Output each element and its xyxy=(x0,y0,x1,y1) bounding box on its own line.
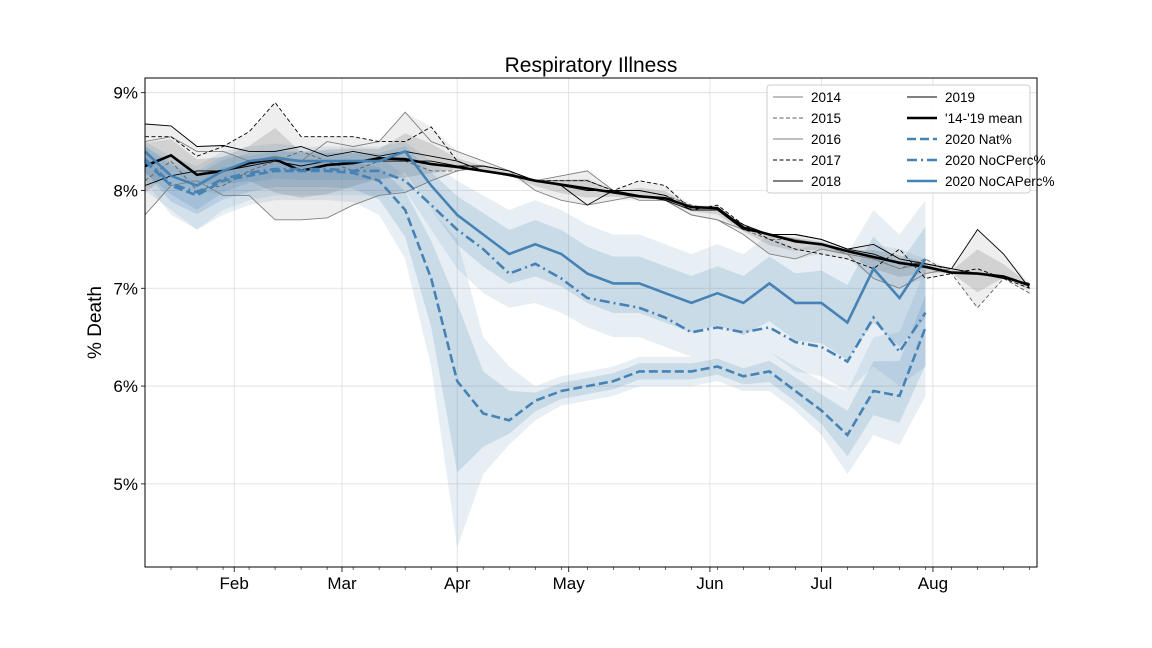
covid-inner-band xyxy=(145,145,926,361)
legend-label: 2018 xyxy=(811,174,841,189)
legend-label: 2014 xyxy=(811,90,842,105)
x-axis: Feb Mar Apr May Jun Jul Aug xyxy=(170,567,1030,593)
y-tick-label: 7% xyxy=(113,279,138,298)
x-tick-label: Apr xyxy=(444,574,471,593)
legend-label: 2017 xyxy=(811,153,841,168)
covid-outer-band xyxy=(145,146,926,548)
series-line-2018 xyxy=(144,123,1030,284)
covid-outer-band xyxy=(145,141,926,391)
series-line-2019 xyxy=(144,160,1030,289)
y-axis-label: % Death xyxy=(85,286,106,359)
x-tick-label: Jul xyxy=(811,574,833,593)
x-tick-label: Mar xyxy=(327,574,357,593)
plot-frame xyxy=(144,77,1038,568)
y-tick-label: 9% xyxy=(113,84,138,103)
x-tick-label: Aug xyxy=(918,574,948,593)
series-lines xyxy=(144,101,1031,438)
series-line-2020-nat- xyxy=(144,160,927,438)
series-line-2020-nocaperc- xyxy=(144,149,927,325)
x-tick-label: May xyxy=(553,574,586,593)
legend-box xyxy=(766,84,1031,194)
x-tick-label: Jun xyxy=(696,574,723,593)
legend-label: 2020 NoCAPerc% xyxy=(945,174,1055,189)
x-tick-label: Feb xyxy=(220,574,249,593)
y-tick-label: 5% xyxy=(113,475,138,494)
baseline-inner-band xyxy=(145,127,1030,293)
series-line-2017 xyxy=(145,101,1030,289)
series-line--14-19-mean xyxy=(144,153,1031,287)
legend-label: 2020 Nat% xyxy=(945,132,1012,147)
legend-label: 2015 xyxy=(811,111,841,126)
y-tick-label: 8% xyxy=(113,181,138,200)
legend: 2014 2015 2016 2017 2018 2019 '14-'19 mean 2020… xyxy=(766,84,1055,194)
legend-label: 2019 xyxy=(945,90,975,105)
series-line-2020-nocperc- xyxy=(144,158,927,364)
series-line-2014 xyxy=(144,165,952,289)
covid-inner-band xyxy=(145,153,926,473)
y-tick-label: 6% xyxy=(113,377,138,396)
legend-label: 2020 NoCPerc% xyxy=(945,153,1046,168)
legend-label: 2016 xyxy=(811,132,841,147)
legend-label: '14-'19 mean xyxy=(945,111,1022,126)
chart-title: Respiratory Illness xyxy=(505,54,678,77)
y-axis: 5% 6% 7% 8% 9% xyxy=(113,84,145,494)
